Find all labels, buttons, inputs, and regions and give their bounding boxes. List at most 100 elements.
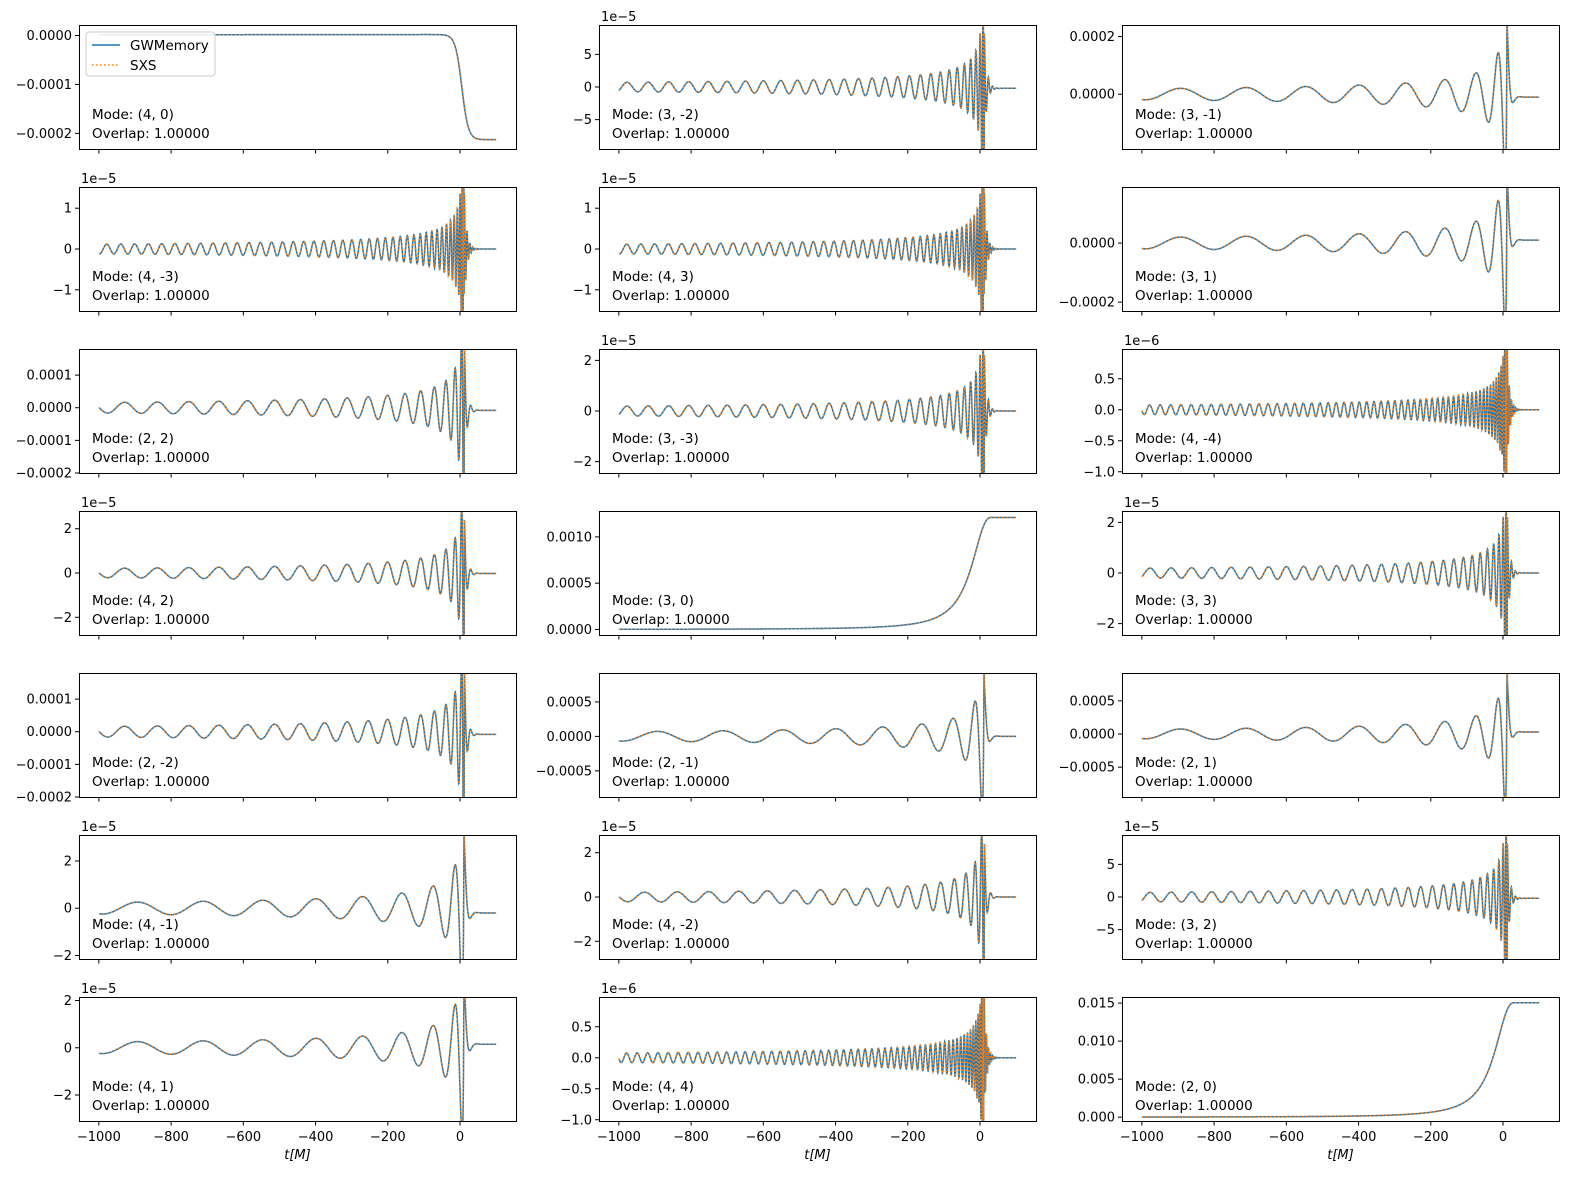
y-tick-label: 0 [64, 243, 72, 258]
y-tick-label: 0.0010 [547, 530, 593, 545]
x-tick-label: −400 [1341, 1130, 1377, 1145]
mode-annotation: Mode: (4, -2) [612, 917, 699, 933]
y-tick-label: 0 [584, 405, 592, 420]
y-tick-label: 0.0001 [27, 369, 73, 384]
series-sxs-line [98, 187, 497, 311]
y-offset-text: 1e−5 [1124, 496, 1159, 511]
overlap-annotation: Overlap: 1.00000 [92, 288, 210, 304]
y-tick-label: 0 [584, 81, 592, 96]
series-sxs-line [618, 187, 1017, 311]
axes-frame [79, 997, 517, 1122]
subplot-mode-16: 2 0 −2 1e−5 Mode: (4, -2) Overlap: 1.00000 [573, 820, 1037, 964]
y-offset-text: 1e−5 [81, 496, 116, 511]
y-tick-label: −1.0 [560, 1113, 592, 1128]
y-tick-label: 0.0000 [1070, 88, 1116, 103]
y-tick-label: 2 [64, 522, 72, 537]
axes-frame [79, 511, 517, 636]
overlap-annotation: Overlap: 1.00000 [612, 288, 730, 304]
y-tick-label: −0.0001 [16, 758, 72, 773]
mode-annotation: Mode: (3, 2) [1135, 917, 1217, 933]
mode-annotation: Mode: (2, 2) [92, 431, 174, 447]
y-tick-label: 0 [64, 567, 72, 582]
y-offset-text: 1e−5 [601, 334, 636, 349]
y-tick-label: 0.0000 [547, 730, 593, 745]
y-tick-label: 0.0002 [1070, 30, 1116, 45]
x-tick-label: 0 [976, 1130, 984, 1145]
mode-annotation: Mode: (4, -4) [1135, 431, 1222, 447]
y-tick-label: −0.0001 [16, 78, 72, 93]
axes-frame [1122, 997, 1560, 1122]
subplot-mode-18: 2 0 −2 −1000 −800 −600 −400 −200 0 1e−5 Mode: (4, … [53, 982, 517, 1163]
mode-annotation: Mode: (2, -1) [612, 755, 699, 771]
overlap-annotation: Overlap: 1.00000 [1135, 936, 1253, 952]
subplot-mode-2: 0.0002 0.0000 Mode: (3, -1) Overlap: 1.0000… [1070, 25, 1560, 154]
mode-annotation: Mode: (3, -2) [612, 107, 699, 123]
subplot-mode-12: 0.0001 0.0000 −0.0001 −0.0002 Mode: (2, -2) O… [16, 673, 517, 806]
axes-frame [599, 25, 1037, 150]
y-tick-label: 0.0005 [547, 577, 593, 592]
axes-frame [1122, 511, 1560, 636]
y-tick-label: 0 [584, 891, 592, 906]
overlap-annotation: Overlap: 1.00000 [1135, 126, 1253, 142]
y-tick-label: 2 [64, 854, 72, 869]
y-tick-label: −0.0005 [1059, 761, 1115, 776]
overlap-annotation: Overlap: 1.00000 [92, 612, 210, 628]
mode-annotation: Mode: (2, 1) [1135, 755, 1217, 771]
x-axis-label: t[M] [804, 1148, 830, 1163]
series-gwmemory-line [98, 835, 497, 959]
series-sxs-line [98, 673, 497, 797]
y-offset-text: 1e−5 [1124, 820, 1159, 835]
x-tick-label: 0 [456, 1130, 464, 1145]
axes-frame [79, 673, 517, 798]
series-sxs-line [618, 25, 1017, 149]
series-sxs-line [618, 835, 1017, 959]
series-gwmemory-line [618, 349, 1017, 473]
mode-annotation: Mode: (3, 3) [1135, 593, 1217, 609]
overlap-annotation: Overlap: 1.00000 [92, 126, 210, 142]
series-gwmemory-line [1141, 349, 1540, 473]
subplot-mode-7: 2 0 −2 1e−5 Mode: (3, -3) Overlap: 1.00000 [573, 334, 1037, 478]
x-tick-label: −200 [370, 1130, 406, 1145]
y-tick-label: 2 [584, 354, 592, 369]
x-tick-label: −800 [153, 1130, 189, 1145]
x-tick-label: −1000 [1120, 1130, 1164, 1145]
axes-frame [599, 835, 1037, 960]
series-sxs-line [1141, 835, 1540, 959]
mode-annotation: Mode: (4, 2) [92, 593, 174, 609]
series-sxs-line [98, 835, 497, 959]
mode-annotation: Mode: (2, -2) [92, 755, 179, 771]
axes-frame [1122, 349, 1560, 474]
y-tick-label: 2 [584, 846, 592, 861]
overlap-annotation: Overlap: 1.00000 [92, 450, 210, 466]
mode-annotation: Mode: (3, -1) [1135, 107, 1222, 123]
mode-annotation: Mode: (4, -3) [92, 269, 179, 285]
y-offset-text: 1e−6 [601, 982, 636, 997]
y-tick-label: 0.5 [1094, 372, 1115, 387]
y-tick-label: 0.0000 [547, 623, 593, 638]
y-tick-label: −2 [573, 935, 592, 950]
subplot-mode-13: 0.0005 0.0000 −0.0005 Mode: (2, -1) Overlap:… [536, 673, 1037, 802]
overlap-annotation: Overlap: 1.00000 [92, 936, 210, 952]
y-tick-label: 0 [1107, 891, 1115, 906]
x-tick-label: −600 [745, 1130, 781, 1145]
series-sxs-line [1141, 349, 1540, 473]
overlap-annotation: Overlap: 1.00000 [1135, 774, 1253, 790]
mode-annotation: Mode: (4, -1) [92, 917, 179, 933]
series-gwmemory-line [98, 349, 497, 473]
y-tick-label: 1 [64, 202, 72, 217]
y-tick-label: 0.0005 [547, 695, 593, 710]
y-tick-label: −2 [1096, 617, 1115, 632]
y-tick-label: −2 [573, 455, 592, 470]
y-tick-label: 0.0005 [1070, 694, 1116, 709]
axes-frame [599, 187, 1037, 312]
y-tick-label: −0.0005 [536, 764, 592, 779]
subplot-mode-8: 0.5 0.0 −0.5 −1.0 1e−6 Mode: (4, -4) Overlap: … [1083, 334, 1560, 480]
mode-annotation: Mode: (4, 0) [92, 107, 174, 123]
subplot-mode-9: 2 0 −2 1e−5 Mode: (4, 2) Overlap: 1.00000 [53, 496, 517, 640]
x-tick-label: −800 [673, 1130, 709, 1145]
y-tick-label: 2 [1107, 516, 1115, 531]
y-offset-text: 1e−5 [601, 820, 636, 835]
y-tick-label: 2 [64, 994, 72, 1009]
y-tick-label: 0.5 [571, 1020, 592, 1035]
